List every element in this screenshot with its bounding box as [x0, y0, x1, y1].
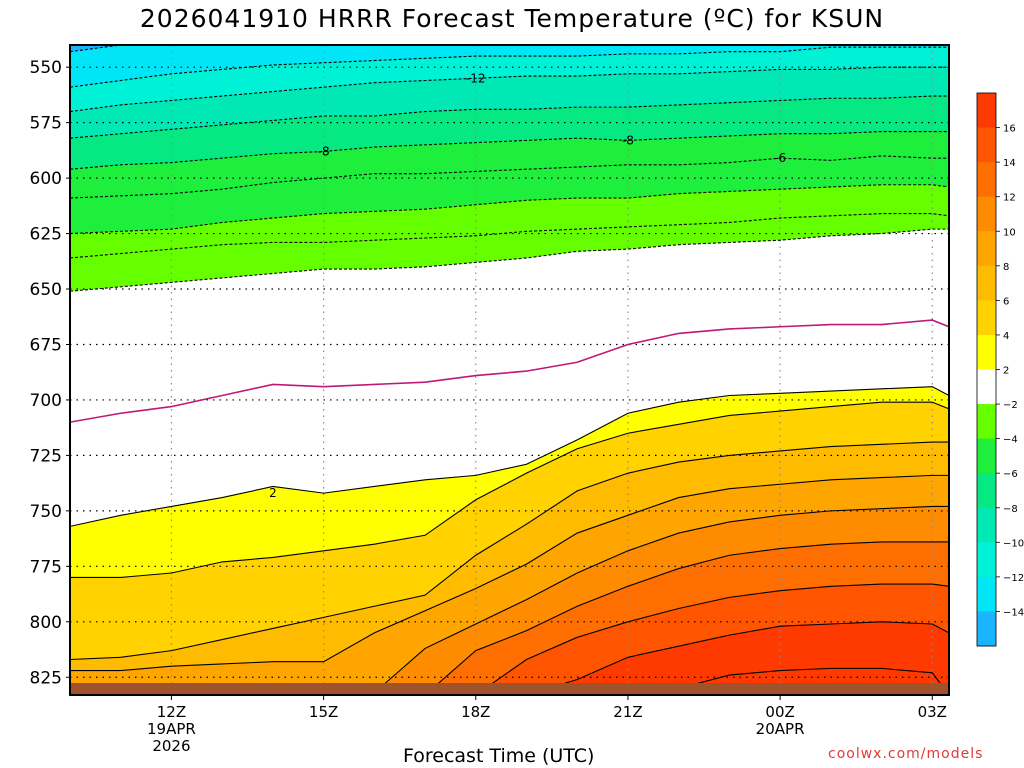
chart-title: 2026041910 HRRR Forecast Temperature (ºC…: [139, 4, 885, 33]
colorbar-swatch: [977, 369, 996, 405]
isotherm-4: [70, 401, 949, 578]
y-tick-label: 750: [30, 502, 62, 522]
x-tick-label: 19APR: [147, 720, 196, 738]
contour-label: -8: [622, 133, 634, 147]
colorbar-swatch: [977, 473, 996, 509]
x-tick-label: 2026: [152, 737, 190, 755]
colorbar-label: −4: [1003, 435, 1018, 446]
contour-labels: -12 -8 -8 -6 2: [269, 71, 786, 500]
colorbar-swatch: [977, 507, 996, 543]
contour-label: -8: [318, 144, 330, 158]
isotherm-0: [70, 228, 949, 292]
y-tick-label: 725: [30, 446, 62, 466]
x-tick-label: 03Z: [918, 703, 947, 721]
colorbar-label: 14: [1003, 158, 1016, 169]
isotherm--12: [70, 66, 949, 113]
plot-frame: [69, 44, 950, 696]
isotherm--10: [70, 95, 949, 139]
credit-link[interactable]: coolwx.com/models: [828, 746, 984, 762]
temperature-fill-bands: [70, 45, 949, 695]
y-tick-label: 625: [30, 225, 62, 245]
colorbar-swatch: [977, 127, 996, 163]
isotherm-1: [70, 319, 949, 423]
colorbar-label: 12: [1003, 193, 1016, 204]
colorbar-label: 6: [1003, 296, 1009, 307]
colorbar-swatch: [977, 196, 996, 232]
y-tick-label: 575: [30, 114, 62, 134]
colorbar-swatch: [977, 611, 996, 647]
colorbar-label: 8: [1003, 262, 1009, 273]
isotherm-12: [70, 541, 949, 695]
colorbar-label: −12: [1003, 573, 1024, 584]
colorbar-label: 16: [1003, 124, 1016, 135]
colorbar-label: −10: [1003, 538, 1024, 549]
colorbar-label: −8: [1003, 504, 1018, 515]
colorbar-swatch: [977, 576, 996, 612]
contour-label: 2: [269, 486, 277, 500]
grid-lines: [70, 45, 949, 695]
isotherm--4: [70, 184, 949, 235]
colorbar-swatch: [977, 162, 996, 198]
colorbar-label: −14: [1003, 607, 1024, 618]
isotherm--6: [70, 155, 949, 199]
terrain-strip: [70, 683, 949, 695]
y-tick-label: 700: [30, 391, 62, 411]
x-tick-label: 20APR: [756, 720, 805, 738]
colorbar-label: 2: [1003, 366, 1009, 377]
isotherm-2: [70, 386, 949, 527]
isotherm-8: [70, 474, 949, 672]
colorbar-swatch: [977, 231, 996, 267]
isotherm-18: [70, 667, 949, 695]
isotherm-16: [70, 621, 949, 695]
isotherm--2: [70, 213, 949, 259]
x-tick-label: 00Z: [765, 703, 794, 721]
y-tick-label: 550: [30, 58, 62, 78]
colorbar-label: 10: [1003, 227, 1016, 238]
colorbar-swatch: [977, 404, 996, 440]
y-tick-label: 600: [30, 169, 62, 189]
isotherm-14: [70, 583, 949, 695]
x-axis-label: Forecast Time (UTC): [403, 745, 595, 767]
x-tick-label: 21Z: [613, 703, 642, 721]
colorbar-swatch: [977, 300, 996, 336]
isotherm--14: [70, 46, 949, 88]
colorbar-swatch: [977, 265, 996, 301]
y-tick-label: 825: [30, 668, 62, 688]
colorbar-swatch: [977, 334, 996, 370]
x-tick-label: 15Z: [309, 703, 338, 721]
isotherm-10: [70, 505, 949, 695]
colorbar-label: 4: [1003, 331, 1009, 342]
contour-label: -12: [466, 71, 486, 85]
isotherm--8: [70, 130, 949, 170]
y-tick-label: 650: [30, 280, 62, 300]
colorbar-swatch: [977, 542, 996, 578]
contour-label: -6: [774, 151, 786, 165]
colorbar-swatch: [977, 438, 996, 474]
isotherm-6: [70, 441, 949, 661]
y-tick-label: 775: [30, 557, 62, 577]
y-tick-label: 675: [30, 335, 62, 355]
colorbar-legend: 16 14 12 10 8 6 4 2 −2 −4 −6 −8 −10 −12 −14: [976, 92, 1024, 647]
colorbar-label: −6: [1003, 469, 1018, 480]
colorbar-swatch: [977, 93, 996, 129]
colorbar-label: −2: [1003, 400, 1018, 411]
x-tick-label: 12Z: [157, 703, 186, 721]
y-tick-label: 800: [30, 613, 62, 633]
x-tick-label: 18Z: [461, 703, 490, 721]
y-axis: 550 575 600 625 650 675 700 725 750 775 800 825: [30, 58, 70, 688]
isotherm-lines: [70, 45, 949, 695]
